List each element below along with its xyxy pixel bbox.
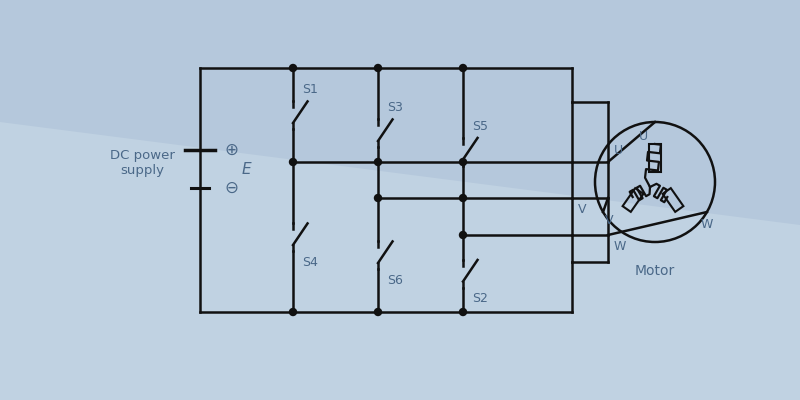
Text: W: W — [614, 240, 626, 253]
Text: ⊕: ⊕ — [224, 141, 238, 159]
Text: U: U — [638, 130, 647, 142]
Circle shape — [290, 308, 297, 316]
Text: S1: S1 — [302, 83, 318, 96]
Circle shape — [459, 308, 466, 316]
Bar — [649, 144, 661, 172]
Circle shape — [374, 194, 382, 202]
Circle shape — [459, 64, 466, 72]
Text: ⊖: ⊖ — [224, 179, 238, 197]
Circle shape — [459, 232, 466, 238]
Circle shape — [290, 64, 297, 72]
Circle shape — [374, 158, 382, 166]
Text: S4: S4 — [302, 256, 318, 269]
Text: V: V — [605, 214, 614, 226]
Circle shape — [374, 308, 382, 316]
Text: V: V — [578, 203, 586, 216]
Text: S2: S2 — [472, 292, 488, 306]
Text: Motor: Motor — [635, 264, 675, 278]
Text: DC power
supply: DC power supply — [110, 149, 174, 177]
Polygon shape — [0, 122, 800, 400]
Text: S3: S3 — [387, 101, 403, 114]
Circle shape — [290, 158, 297, 166]
Text: U: U — [614, 144, 623, 157]
Text: S5: S5 — [472, 120, 488, 132]
Text: E: E — [242, 162, 252, 176]
Circle shape — [459, 158, 466, 166]
Circle shape — [459, 194, 466, 202]
Text: W: W — [701, 218, 713, 230]
Circle shape — [374, 64, 382, 72]
Text: S6: S6 — [387, 274, 403, 287]
